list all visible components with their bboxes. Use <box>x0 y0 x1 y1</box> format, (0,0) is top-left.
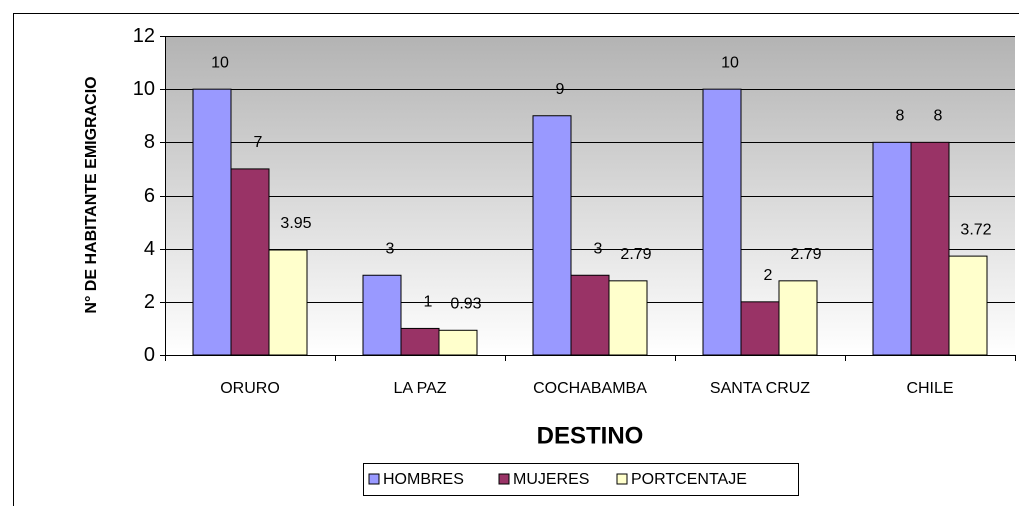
bar <box>570 274 610 356</box>
data-label: 10 <box>721 54 739 71</box>
data-label: 2.79 <box>790 246 821 263</box>
bar <box>702 88 742 356</box>
data-label: 9 <box>556 81 565 98</box>
bar <box>268 249 308 356</box>
data-label: 1 <box>424 294 433 311</box>
bar <box>362 274 402 356</box>
y-tick-label: 0 <box>144 344 155 366</box>
legend-label: PORTCENTAJE <box>631 471 747 488</box>
y-tick-label: 12 <box>133 25 155 47</box>
legend-label: MUJERES <box>513 471 589 488</box>
legend-label: HOMBRES <box>383 471 464 488</box>
data-label: 10 <box>211 54 229 71</box>
bar <box>400 327 440 356</box>
data-label: 3.72 <box>960 221 991 238</box>
data-label: 2.79 <box>620 246 651 263</box>
bar <box>778 280 818 356</box>
x-tick-label: LA PAZ <box>393 380 446 397</box>
data-label: 3.95 <box>280 215 311 232</box>
y-axis-title: N° DE HABITANTE EMIGRACIO <box>83 76 100 313</box>
x-tick-label: SANTA CRUZ <box>710 380 810 397</box>
y-tick-label: 6 <box>144 185 155 207</box>
x-tick-label: COCHABAMBA <box>533 380 647 397</box>
x-tick-label: CHILE <box>906 380 953 397</box>
bar <box>608 280 648 356</box>
data-label: 3 <box>386 240 395 257</box>
x-tick-label: ORURO <box>220 380 280 397</box>
bar <box>192 88 232 356</box>
y-tick-label: 4 <box>144 238 155 260</box>
y-tick-label: 10 <box>133 78 155 100</box>
bar <box>230 168 270 356</box>
data-label: 8 <box>934 108 943 125</box>
data-label: 8 <box>896 108 905 125</box>
legend-swatch <box>616 473 628 485</box>
legend-swatch <box>368 473 380 485</box>
legend <box>363 463 799 496</box>
y-tick-label: 2 <box>144 291 155 313</box>
data-label: 3 <box>594 240 603 257</box>
x-axis-title: DESTINO <box>537 422 644 449</box>
bar <box>948 255 988 356</box>
data-label: 0.93 <box>450 295 481 312</box>
bar <box>910 141 950 356</box>
legend-swatch <box>498 473 510 485</box>
bar <box>740 301 780 356</box>
y-tick-label: 8 <box>144 131 155 153</box>
bar <box>872 141 912 356</box>
bar <box>532 115 572 356</box>
data-label: 7 <box>254 134 263 151</box>
bar <box>438 329 478 356</box>
data-label: 2 <box>764 267 773 284</box>
